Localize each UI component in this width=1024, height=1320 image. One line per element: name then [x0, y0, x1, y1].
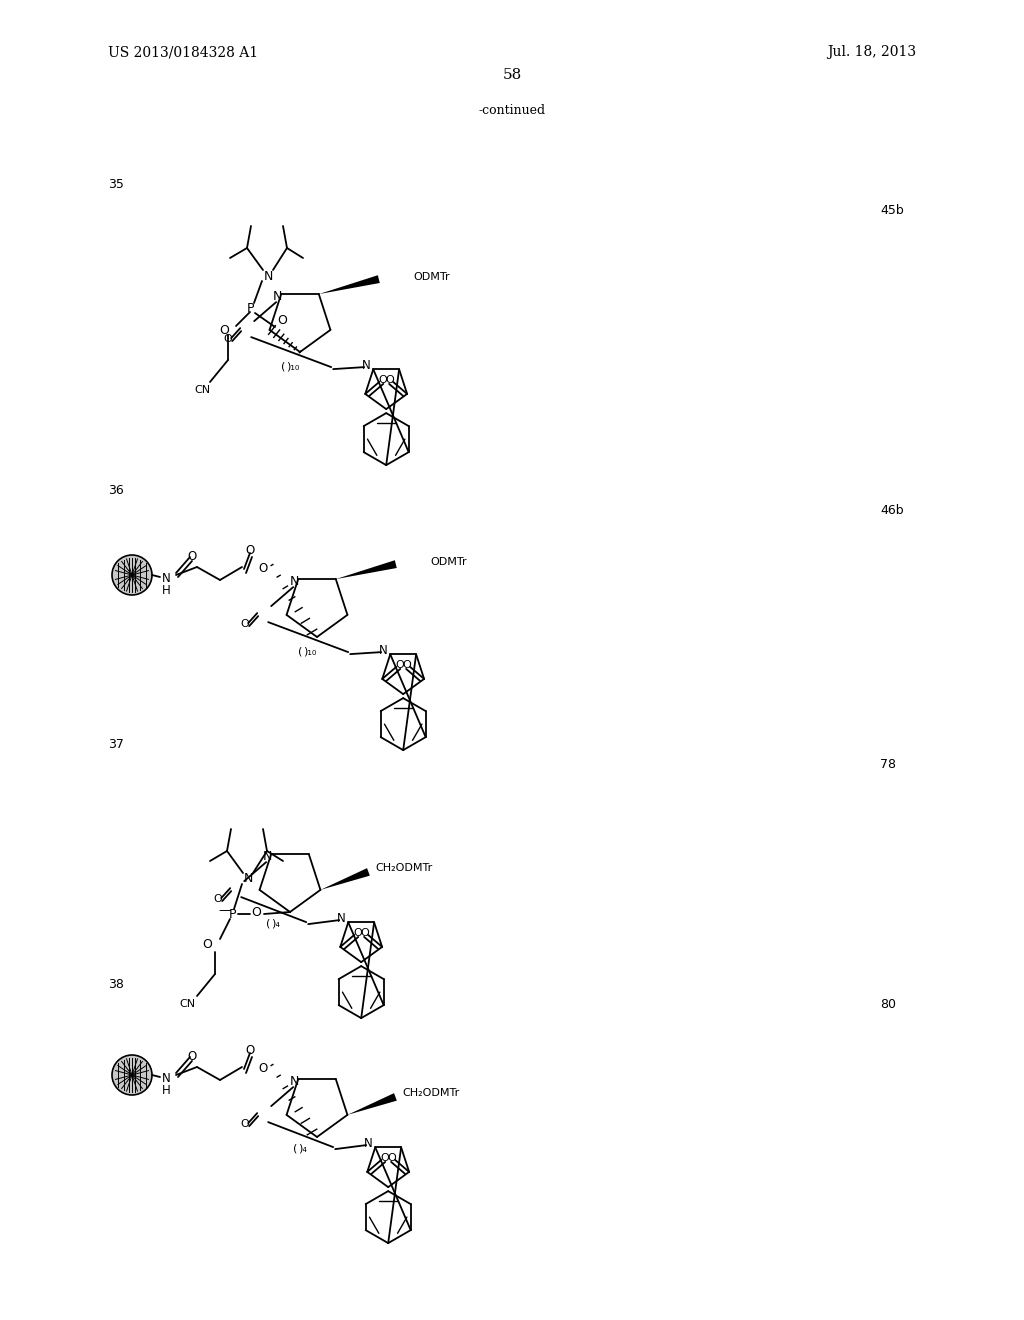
Text: H: H: [162, 1084, 170, 1097]
Text: (: (: [298, 645, 302, 656]
Text: )₄: )₄: [271, 919, 281, 928]
Text: N: N: [361, 359, 371, 372]
Text: N: N: [337, 912, 345, 924]
Text: 46b: 46b: [880, 503, 903, 516]
Polygon shape: [321, 869, 370, 890]
Text: N: N: [272, 289, 282, 302]
Text: )₁₀: )₁₀: [303, 645, 316, 656]
Text: 38: 38: [108, 978, 124, 991]
Text: O: O: [385, 375, 393, 385]
Text: CH₂ODMTr: CH₂ODMTr: [402, 1088, 460, 1098]
Text: P: P: [246, 301, 254, 314]
Text: N: N: [364, 1137, 373, 1150]
Polygon shape: [347, 1093, 397, 1115]
Text: (: (: [293, 1143, 297, 1154]
Text: ODMTr: ODMTr: [414, 272, 451, 282]
Text: O: O: [278, 314, 287, 326]
Text: O: O: [214, 894, 222, 904]
Text: O: O: [219, 323, 229, 337]
Text: O: O: [359, 928, 369, 939]
Text: O: O: [241, 1119, 250, 1129]
Text: N: N: [263, 269, 272, 282]
Text: 78: 78: [880, 759, 896, 771]
Text: O: O: [241, 619, 250, 630]
Text: 45b: 45b: [880, 203, 904, 216]
Text: O: O: [187, 1051, 197, 1064]
Text: O: O: [353, 928, 362, 939]
Text: 80: 80: [880, 998, 896, 1011]
Text: CN: CN: [179, 999, 195, 1008]
Text: 58: 58: [503, 69, 521, 82]
Polygon shape: [318, 276, 380, 294]
Text: O: O: [258, 562, 267, 576]
Text: O: O: [387, 1152, 395, 1163]
Text: O: O: [379, 375, 387, 385]
Text: -continued: -continued: [478, 103, 546, 116]
Text: O: O: [258, 1063, 267, 1076]
Text: N: N: [162, 1072, 170, 1085]
Text: 36: 36: [108, 483, 124, 496]
Text: (: (: [281, 362, 286, 371]
Text: 35: 35: [108, 178, 124, 191]
Text: N: N: [244, 873, 253, 886]
Circle shape: [112, 554, 152, 595]
Text: 37: 37: [108, 738, 124, 751]
Text: O: O: [246, 544, 255, 557]
Text: ODMTr: ODMTr: [431, 557, 467, 568]
Text: O: O: [202, 937, 212, 950]
Circle shape: [112, 1055, 152, 1096]
Text: O: O: [395, 660, 404, 671]
Text: N: N: [290, 574, 299, 587]
Polygon shape: [336, 560, 396, 579]
Text: )₄: )₄: [298, 1143, 307, 1154]
Text: O: O: [251, 906, 261, 919]
Text: O: O: [401, 660, 411, 671]
Text: O: O: [246, 1044, 255, 1057]
Text: N: N: [262, 850, 272, 862]
Text: O: O: [224, 334, 232, 345]
Text: O: O: [381, 1152, 389, 1163]
Text: N: N: [290, 1074, 299, 1088]
Text: P: P: [228, 908, 236, 920]
Text: N: N: [162, 573, 170, 586]
Text: N: N: [379, 644, 387, 656]
Text: (: (: [265, 919, 270, 928]
Text: —: —: [219, 904, 231, 917]
Text: US 2013/0184328 A1: US 2013/0184328 A1: [108, 45, 258, 59]
Text: H: H: [162, 583, 170, 597]
Text: CH₂ODMTr: CH₂ODMTr: [376, 863, 433, 873]
Text: O: O: [187, 550, 197, 564]
Text: Jul. 18, 2013: Jul. 18, 2013: [826, 45, 916, 59]
Text: CN: CN: [194, 385, 210, 395]
Text: )₁₀: )₁₀: [287, 362, 300, 371]
